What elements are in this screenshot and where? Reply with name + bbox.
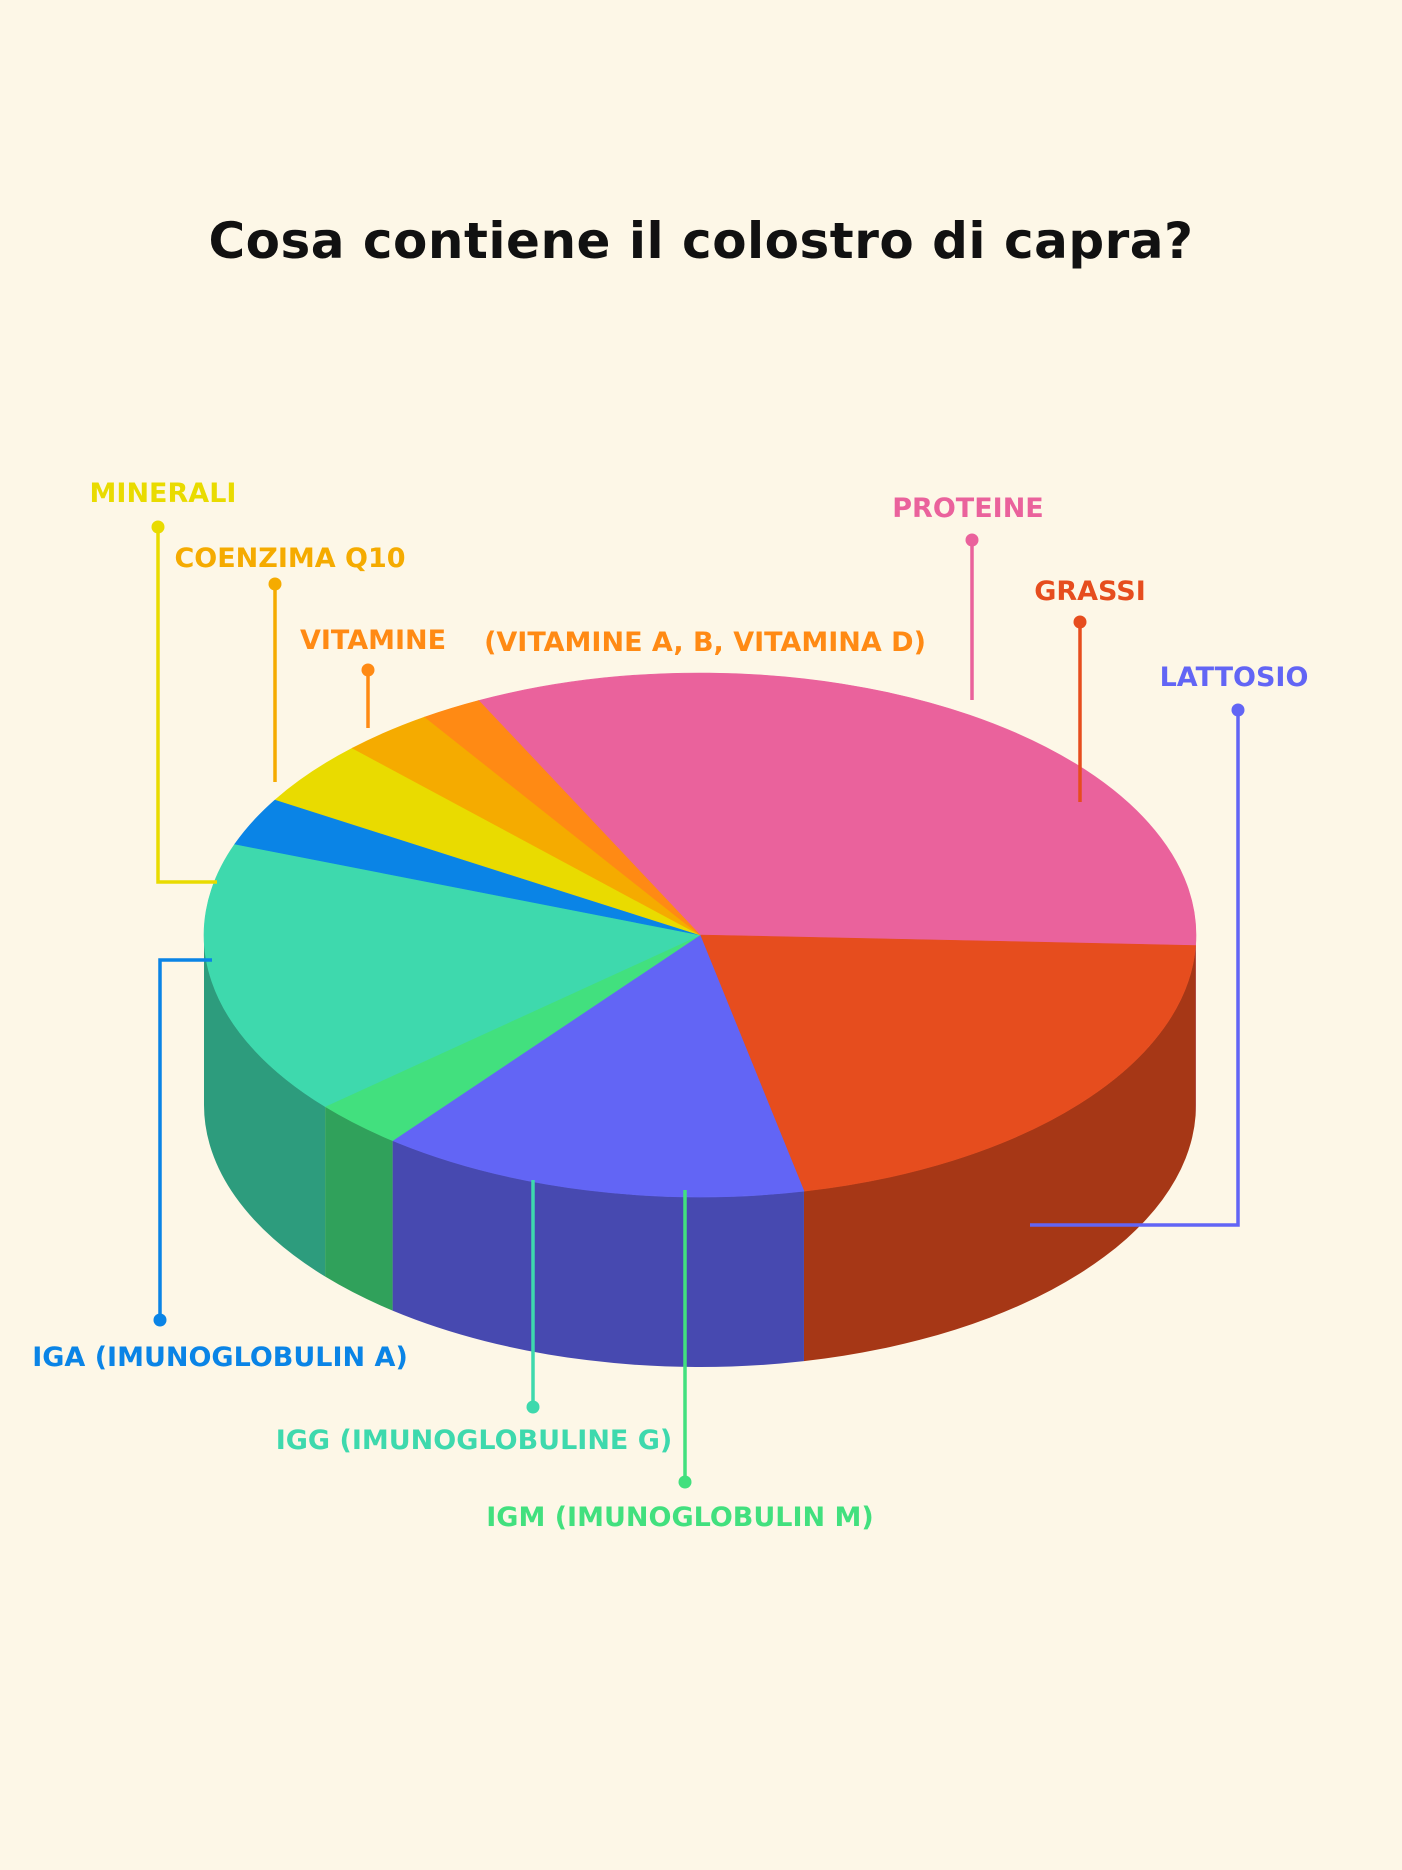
leader-dot-8 — [361, 663, 375, 677]
slice-label-3: IGM (IMUNOGLOBULIN M) — [486, 1502, 874, 1533]
leader-dot-3 — [678, 1475, 692, 1489]
slice-label-7: COENZIMA Q10 — [174, 543, 405, 574]
slice-4 — [203, 843, 701, 1107]
slice-8 — [424, 700, 701, 936]
chart-title: Cosa contiene il colostro di capra? — [208, 212, 1194, 270]
slice-label-5: IGA (IMUNOGLOBULIN A) — [32, 1342, 408, 1373]
slice-label-2: LATTOSIO — [1160, 662, 1309, 693]
leader-dot-4 — [526, 1400, 540, 1414]
leader-line-5 — [158, 958, 212, 1320]
slice-label-0: PROTEINE — [892, 493, 1043, 524]
slice-side-3 — [325, 1106, 393, 1311]
leader-dot-7 — [268, 577, 282, 591]
leader-dot-0 — [965, 533, 979, 547]
slice-label-6: MINERALI — [90, 478, 237, 509]
leader-dot-2 — [1231, 703, 1245, 717]
slice-0 — [478, 672, 1197, 946]
leader-line-2 — [1030, 710, 1240, 1227]
leader-dot-1 — [1073, 615, 1087, 629]
slice-2 — [391, 934, 805, 1198]
pie-top — [203, 672, 1197, 1198]
leader-line-6 — [156, 527, 217, 884]
leader-dot-6 — [151, 520, 165, 534]
slice-label-8: VITAMINE — [300, 625, 446, 656]
slice-side-4 — [204, 935, 326, 1277]
slice-label-1: GRASSI — [1034, 576, 1146, 607]
leader-dot-5 — [153, 1313, 167, 1327]
slice-side-1 — [803, 945, 1196, 1362]
pie-labels: PROTEINE GRASSI LATTOSIO IGM (IMUNOGLOBULIN… — [32, 478, 1308, 1533]
annotation-0: (VITAMINE A, B, VITAMINA D) — [484, 627, 926, 658]
slice-label-4: IGG (IMUNOGLOBULINE G) — [276, 1425, 673, 1456]
slice-1 — [699, 934, 1196, 1192]
